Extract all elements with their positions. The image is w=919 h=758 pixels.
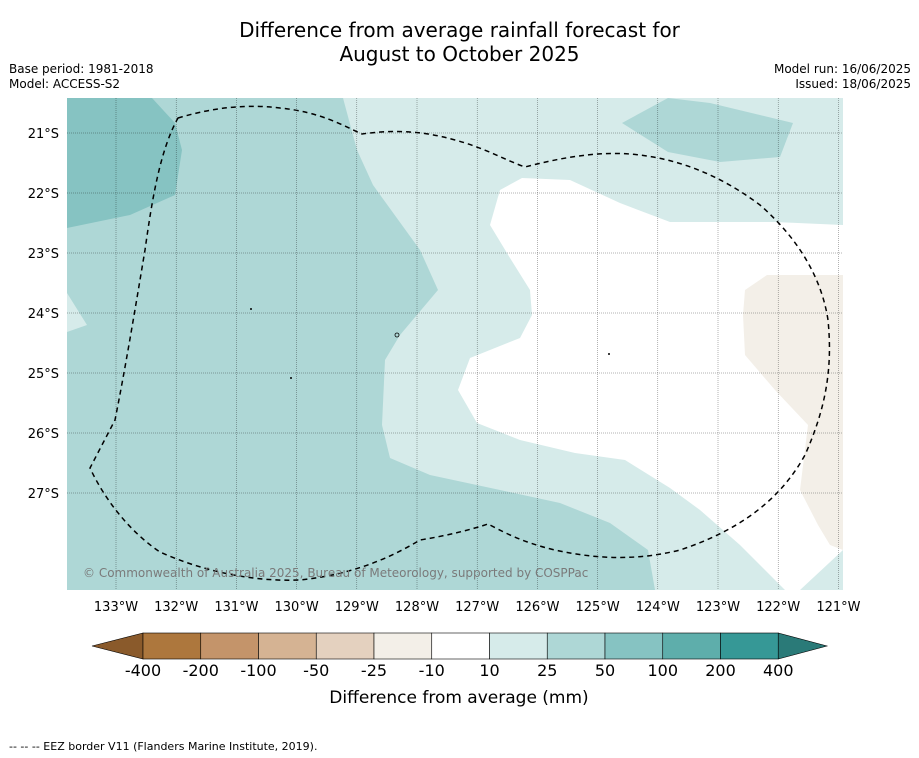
island-marker-1: [250, 308, 252, 310]
colorbar-swatch: [373, 632, 433, 660]
lat-label: 27°S: [28, 487, 59, 502]
lon-label: 126°W: [515, 600, 559, 615]
copyright-notice: © Commonwealth of Australia 2025, Bureau…: [83, 566, 588, 580]
contour-neg25-neg10: [743, 275, 843, 550]
colorbar-tick-label: -100: [240, 661, 276, 680]
lat-label: 26°S: [28, 427, 59, 442]
lon-label: 121°W: [816, 600, 860, 615]
lat-label: 24°S: [28, 307, 59, 322]
lat-label: 22°S: [28, 187, 59, 202]
colorbar-tick-label: 10: [479, 661, 499, 680]
colorbar-swatch: [604, 632, 664, 660]
colorbar-swatch: [200, 632, 259, 660]
colorbar-swatch: [431, 632, 490, 660]
colorbar: -400 -200 -100 -50 -25 -10 10 25 50 100 200 400: [91, 632, 829, 680]
lon-label: 122°W: [756, 600, 800, 615]
lon-label: 127°W: [455, 600, 499, 615]
colorbar-tick-label: -50: [303, 661, 329, 680]
lat-label: 25°S: [28, 367, 59, 382]
colorbar-tick-label: 100: [647, 661, 678, 680]
colorbar-under-arrow: [91, 632, 144, 660]
colorbar-tick-label: -400: [125, 661, 161, 680]
colorbar-swatch: [142, 632, 202, 660]
lon-label: 132°W: [154, 600, 198, 615]
contour-25-50-ne: [622, 98, 793, 162]
latitude-labels: 21°S 22°S 23°S 24°S 25°S 26°S 27°S: [28, 127, 59, 502]
colorbar-label: Difference from average (mm): [329, 688, 588, 708]
lon-label: 133°W: [94, 600, 138, 615]
title-line-1: Difference from average rainfall forecas…: [239, 18, 680, 42]
lon-label: 130°W: [275, 600, 319, 615]
colorbar-swatch: [662, 632, 721, 660]
lat-label: 21°S: [28, 127, 59, 142]
colorbar-tick-label: -10: [419, 661, 445, 680]
model-info: Base period: 1981-2018 Model: ACCESS-S2: [9, 62, 154, 92]
base-period: Base period: 1981-2018: [9, 62, 154, 76]
colorbar-over-arrow: [777, 632, 829, 660]
colorbar-swatch: [258, 632, 317, 660]
gridlines: [67, 98, 843, 590]
colorbar-swatch: [720, 632, 779, 660]
lon-label: 131°W: [214, 600, 258, 615]
contour-25-50-west: [67, 98, 655, 590]
colorbar-tick-label: -200: [183, 661, 219, 680]
run-info: Model run: 16/06/2025 Issued: 18/06/2025: [774, 62, 911, 92]
map-title: Difference from average rainfall forecas…: [0, 18, 919, 66]
lon-label: 129°W: [335, 600, 379, 615]
issued-date: Issued: 18/06/2025: [795, 77, 911, 91]
colorbar-tick-label: 200: [705, 661, 736, 680]
contour-10-25-inlet: [67, 293, 87, 332]
footnote: -- -- -- EEZ border V11 (Flanders Marine…: [9, 740, 318, 753]
colorbar-swatch: [315, 632, 375, 660]
island-marker-2: [394, 332, 400, 338]
colorbar-tick-label: 25: [537, 661, 557, 680]
longitude-labels: 133°W 132°W 131°W 130°W 129°W 128°W 127°W 126°W…: [94, 600, 861, 615]
colorbar-tick-label: -25: [361, 661, 387, 680]
eez-border: [89, 105, 831, 581]
colorbar-tick-label: 50: [595, 661, 615, 680]
model-run: Model run: 16/06/2025: [773, 62, 911, 76]
map-area: © Commonwealth of Australia 2025, Bureau…: [67, 98, 843, 590]
lon-label: 124°W: [636, 600, 680, 615]
model-name: Model: ACCESS-S2: [9, 77, 121, 91]
island-marker-3: [290, 377, 292, 379]
lon-label: 128°W: [395, 600, 439, 615]
colorbar-tick-label: 400: [763, 661, 794, 680]
contour-neg10-10: [458, 178, 843, 590]
colorbar-swatch: [489, 632, 548, 660]
title-line-2: August to October 2025: [339, 42, 580, 66]
lon-label: 125°W: [576, 600, 620, 615]
lon-label: 123°W: [696, 600, 740, 615]
island-marker-4: [608, 353, 610, 355]
lat-label: 23°S: [28, 247, 59, 262]
colorbar-swatch: [546, 632, 606, 660]
